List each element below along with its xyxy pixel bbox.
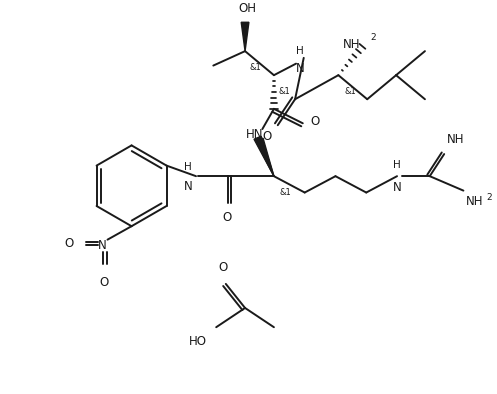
- Text: H: H: [296, 46, 304, 56]
- Text: N: N: [393, 181, 402, 194]
- Text: HN: HN: [246, 128, 263, 141]
- Text: O: O: [222, 211, 232, 224]
- Polygon shape: [241, 22, 249, 51]
- Text: N: N: [98, 239, 107, 252]
- Text: O: O: [311, 115, 320, 128]
- Text: NH: NH: [447, 133, 465, 146]
- Text: H: H: [393, 160, 401, 171]
- Text: HO: HO: [188, 335, 207, 348]
- Text: NH: NH: [343, 38, 360, 51]
- Text: OH: OH: [238, 2, 256, 15]
- Text: H: H: [184, 162, 192, 172]
- Text: &1: &1: [250, 63, 261, 72]
- Polygon shape: [256, 138, 274, 176]
- Text: 2: 2: [370, 33, 376, 43]
- Text: O: O: [99, 276, 108, 289]
- Text: &1: &1: [279, 87, 290, 96]
- Text: O: O: [65, 237, 74, 250]
- Text: 2: 2: [487, 193, 492, 203]
- Text: N: N: [296, 62, 304, 75]
- Text: N: N: [183, 180, 192, 193]
- Text: &1: &1: [280, 188, 291, 197]
- Text: NH: NH: [466, 195, 484, 208]
- Polygon shape: [254, 136, 274, 176]
- Text: O: O: [263, 130, 272, 143]
- Text: O: O: [218, 261, 228, 274]
- Text: &1: &1: [344, 87, 356, 96]
